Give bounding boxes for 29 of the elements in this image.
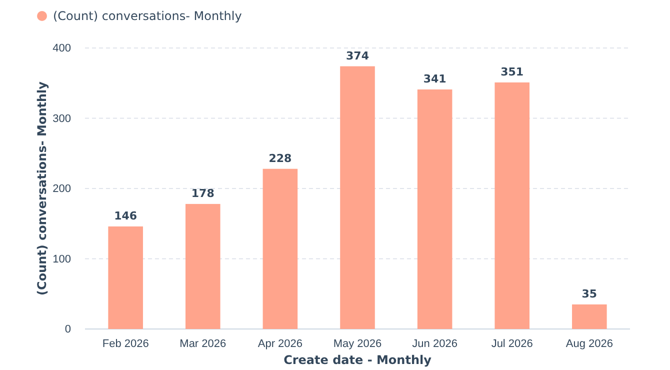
x-tick-label: Jul 2026 [491,338,533,350]
bar [185,204,220,329]
y-tick-label: 400 [52,42,71,55]
bar [340,66,375,329]
y-axis-title: (Count) conversations- Monthly [35,81,49,296]
data-label: 228 [268,152,292,165]
x-axis-title: Create date - Monthly [284,353,432,367]
bar [572,304,607,329]
data-label: 351 [500,65,524,78]
data-label: 178 [191,186,214,200]
bar [108,226,143,329]
legend-label: (Count) conversations- Monthly [53,9,242,23]
x-tick-label: Mar 2026 [180,338,226,350]
x-tick-label: Jun 2026 [412,338,458,350]
data-label: 35 [582,287,598,300]
x-tick-label: Aug 2026 [566,338,613,350]
bar [494,82,530,329]
y-tick-label: 100 [52,253,71,266]
bar [417,89,452,329]
x-tick-label: May 2026 [333,338,382,350]
x-tick-label: Apr 2026 [258,338,303,350]
data-label: 341 [423,72,446,86]
x-tick-label: Feb 2026 [102,338,149,350]
data-label: 374 [346,49,370,62]
y-tick-label: 0 [64,324,71,336]
bar [262,168,298,329]
y-tick-label: 300 [52,112,71,125]
data-label: 146 [114,209,138,222]
y-tick-label: 200 [52,183,71,196]
